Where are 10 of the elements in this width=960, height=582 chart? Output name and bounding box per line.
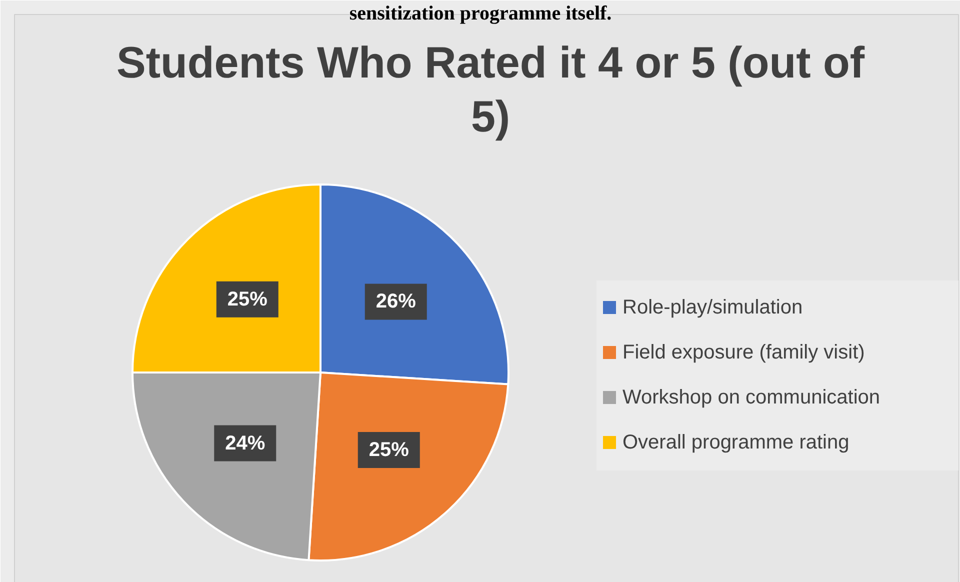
text: sensitization programme itself. xyxy=(349,2,612,24)
data-label: 26% xyxy=(376,290,416,313)
legend-label: Workshop on communication xyxy=(622,386,880,408)
data-label: 25% xyxy=(368,439,410,462)
legend-label: Role-play/simulation xyxy=(622,296,803,318)
legend-label: Field exposure (family visit) xyxy=(622,342,865,364)
data-label: 25% xyxy=(227,288,268,310)
legend-label: Overall programme rating xyxy=(622,432,850,454)
chart-title: Students Who Rated it 4 or 5 (out of 5) xyxy=(116,38,865,142)
data-label: 24% xyxy=(225,432,266,454)
